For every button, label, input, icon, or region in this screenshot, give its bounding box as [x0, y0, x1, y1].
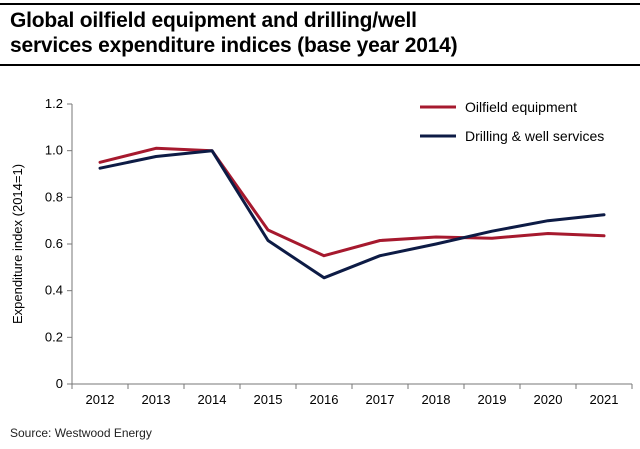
y-ticks: 0 0.2 0.4 0.6 0.8 1.0 1.2	[45, 96, 72, 391]
y-tick-label: 1.2	[45, 96, 63, 111]
chart-title-line-2: services expenditure indices (base year …	[10, 34, 458, 57]
series-line-oilfield-equipment	[98, 146, 606, 258]
y-tick-label: 0	[56, 376, 63, 391]
x-tick-label: 2020	[534, 392, 563, 407]
x-tick-label: 2017	[366, 392, 395, 407]
x-tick-label: 2012	[86, 392, 115, 407]
top-rule	[0, 3, 640, 5]
x-tick-label: 2019	[478, 392, 507, 407]
x-tick-label: 2016	[310, 392, 339, 407]
y-tick-label: 0.8	[45, 189, 63, 204]
series-lines	[98, 146, 606, 280]
x-tick-label: 2013	[142, 392, 171, 407]
y-axis-label-group: Expenditure index (2014=1)	[10, 164, 25, 324]
legend-label: Oilfield equipment	[465, 99, 577, 115]
y-tick-label: 0.6	[45, 236, 63, 251]
y-tick-label: 0.2	[45, 329, 63, 344]
legend: Oilfield equipment Drilling & well servic…	[420, 99, 604, 144]
series-line-drilling-well-services	[98, 149, 606, 280]
line-chart: Expenditure index (2014=1) 0 0.2 0.4 0.6 0.8…	[10, 96, 633, 407]
x-tick-label: 2018	[422, 392, 451, 407]
axes	[71, 104, 632, 385]
chart-title: Global oilfield equipment and drilling/w…	[10, 8, 630, 58]
chart-title-line-1: Global oilfield equipment and drilling/w…	[10, 9, 417, 32]
legend-label: Drilling & well services	[465, 128, 604, 144]
source-note: Source: Westwood Energy	[10, 426, 152, 440]
y-tick-label: 1.0	[45, 143, 63, 158]
x-ticks: 2012 2013 2014 2015 2016 2017 2018 2019 2020 2021	[71, 384, 633, 407]
y-axis-label: Expenditure index (2014=1)	[10, 164, 25, 324]
title-rule	[0, 64, 640, 66]
y-tick-label: 0.4	[45, 283, 63, 298]
x-tick-label: 2014	[198, 392, 227, 407]
x-tick-label: 2015	[254, 392, 283, 407]
x-tick-label: 2021	[590, 392, 619, 407]
